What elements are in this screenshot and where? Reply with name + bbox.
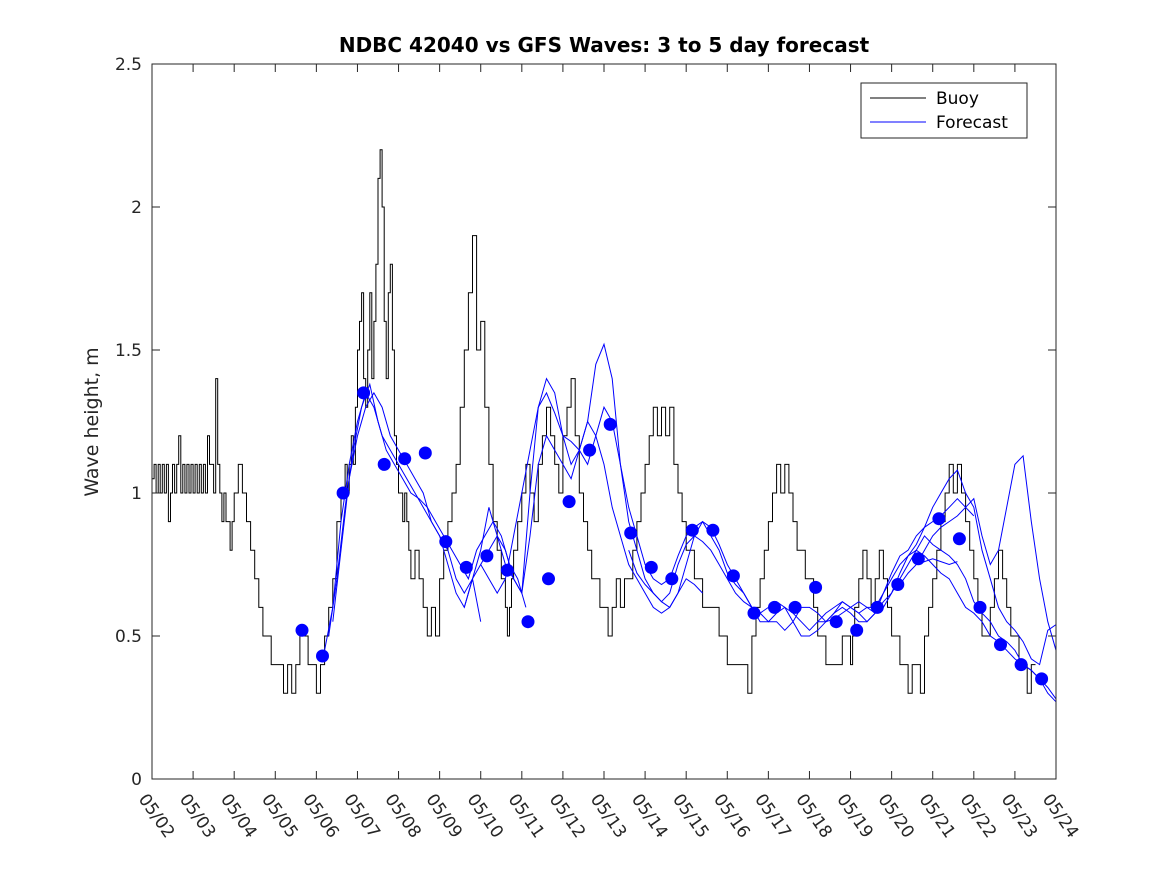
forecast-marker	[644, 560, 658, 574]
chart-title: NDBC 42040 vs GFS Waves: 3 to 5 day fore…	[339, 33, 870, 57]
legend: Buoy Forecast	[860, 82, 1028, 139]
forecast-marker	[583, 443, 597, 457]
y-tick-label: 1	[131, 484, 142, 504]
forecast-marker	[952, 532, 966, 546]
forecast-marker	[685, 523, 699, 537]
forecast-line-9	[899, 558, 958, 585]
forecast-marker	[377, 457, 391, 471]
forecast-line-1	[324, 391, 482, 651]
forecast-marker	[603, 417, 617, 431]
y-axis: 0 0.5 1 1.5 2 2.5	[115, 55, 1056, 790]
forecast-marker	[829, 615, 843, 629]
forecast-marker	[521, 615, 535, 629]
forecast-marker	[562, 495, 576, 509]
forecast-marker	[1035, 672, 1049, 686]
legend-buoy-label: Buoy	[936, 89, 979, 109]
forecast-marker	[398, 452, 412, 466]
forecast-marker	[994, 638, 1007, 652]
forecast-marker	[480, 549, 494, 563]
forecast-marker	[911, 552, 925, 566]
y-axis-label: Wave height, m	[81, 347, 103, 496]
forecast-marker	[891, 578, 905, 591]
forecast-marker	[336, 486, 350, 500]
forecast-marker	[706, 523, 720, 537]
forecast-marker	[788, 600, 802, 614]
forecast-line-6	[628, 550, 703, 609]
forecast-marker	[624, 526, 638, 540]
y-tick-label: 2	[131, 198, 142, 218]
forecast-line-7	[817, 469, 1057, 666]
forecast-marker	[295, 623, 309, 637]
forecast-marker	[500, 563, 514, 577]
legend-box	[860, 82, 1028, 139]
forecast-marker	[1014, 658, 1028, 672]
buoy-line	[152, 149, 1036, 694]
y-tick-label: 2.5	[115, 55, 142, 75]
y-tick-label: 0	[131, 770, 142, 790]
forecast-marker	[809, 580, 823, 594]
forecast-marker	[850, 623, 864, 637]
forecast-marker	[459, 560, 473, 574]
forecast-marker	[418, 446, 432, 460]
plot-area	[152, 149, 1057, 703]
forecast-marker	[932, 512, 946, 526]
forecast-marker	[542, 572, 555, 586]
forecast-line-5	[480, 391, 975, 632]
forecast-marker	[726, 569, 740, 583]
forecast-marker	[747, 606, 761, 620]
forecast-marker	[316, 649, 329, 663]
y-tick-label: 0.5	[115, 627, 142, 647]
legend-forecast-label: Forecast	[936, 113, 1008, 133]
forecast-marker	[973, 600, 987, 614]
forecast-marker	[768, 600, 781, 614]
forecast-marker	[665, 572, 679, 586]
forecast-line-8	[915, 454, 1057, 651]
forecast-marker	[439, 535, 453, 549]
forecast-marker	[870, 600, 884, 614]
forecast-marker	[357, 386, 371, 400]
y-tick-label: 1.5	[115, 341, 142, 361]
